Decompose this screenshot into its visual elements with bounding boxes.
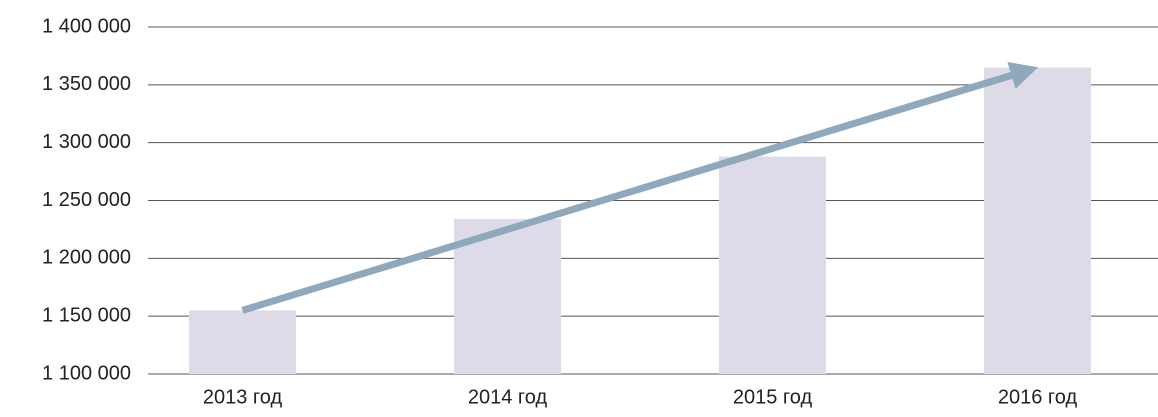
y-tick-label: 1 200 000 — [42, 247, 131, 269]
trend-arrow — [241, 62, 1039, 314]
bar — [984, 67, 1091, 374]
y-tick-label: 1 150 000 — [42, 304, 131, 326]
x-tick-label: 2014 год — [468, 386, 548, 408]
bar — [719, 156, 826, 374]
y-tick-label: 1 350 000 — [42, 73, 131, 95]
y-tick-label: 1 250 000 — [42, 189, 131, 211]
y-tick-label: 1 300 000 — [42, 131, 131, 153]
x-tick-label: 2016 год — [998, 386, 1078, 408]
y-tick-label: 1 100 000 — [42, 362, 131, 384]
x-tick-label: 2013 год — [203, 386, 283, 408]
y-tick-label: 1 400 000 — [42, 15, 131, 37]
grid — [148, 26, 1158, 375]
bar — [189, 310, 296, 374]
x-tick-label: 2015 год — [733, 386, 813, 408]
bar — [454, 219, 561, 374]
labels: 1 100 000 1 150 000 1 200 000 1 250 000 1 30… — [42, 15, 1077, 408]
bars — [189, 67, 1091, 374]
